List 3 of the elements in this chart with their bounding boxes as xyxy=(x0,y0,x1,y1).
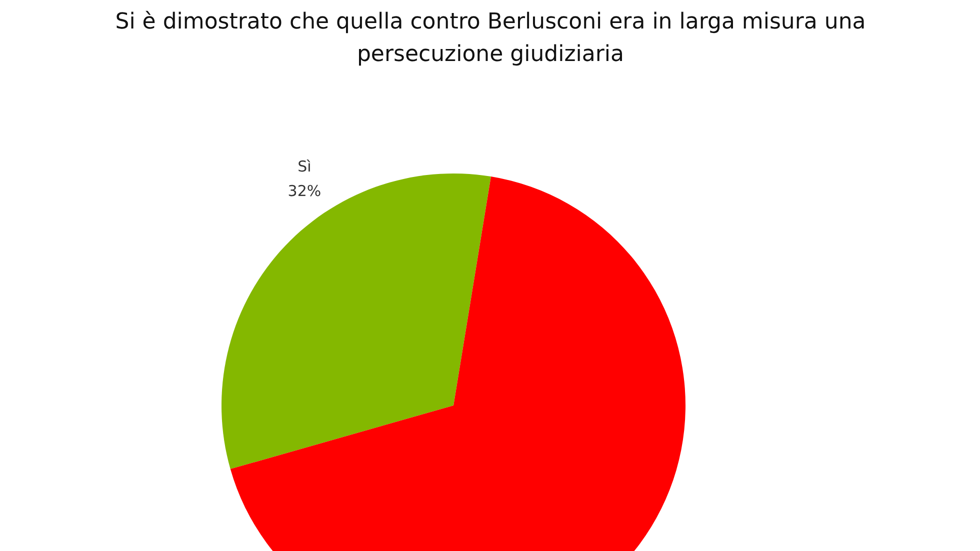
data-label: 32% xyxy=(288,182,322,200)
slice-label: Sì xyxy=(298,157,312,176)
chart-title: Si è dimostrato che quella contro Berlusconi era in larga misura una persecuzione giudiziaria xyxy=(115,10,866,67)
